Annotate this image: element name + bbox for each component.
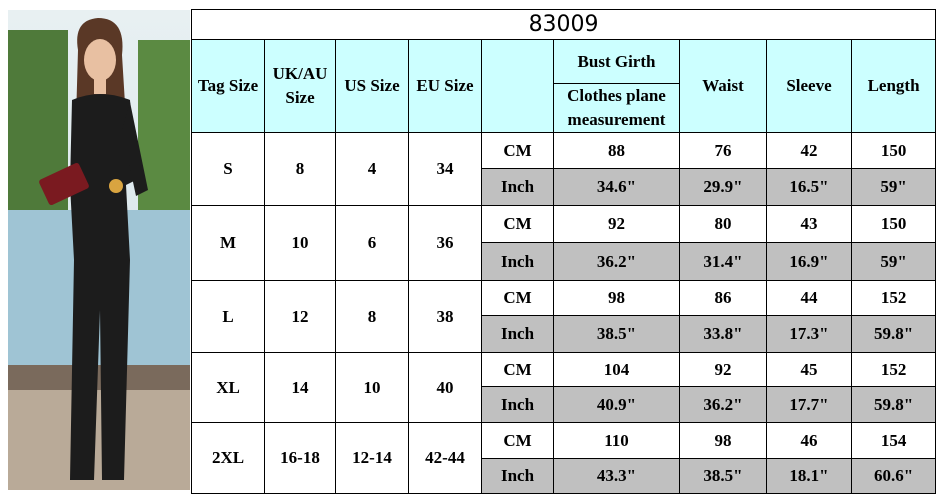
unit-label: CM (481, 132, 554, 169)
bust-note-header: Clothes plane measurement (553, 83, 680, 133)
length-value: 152 (850, 280, 937, 316)
uk-au-size: 16-18 (264, 422, 336, 494)
length-value: 150 (850, 132, 937, 169)
uk-au-size-header: UK/AU Size (264, 39, 336, 133)
table-row: L 12 8 38 CM 98 86 44 152 (191, 280, 937, 353)
waist-value: 80 (679, 205, 767, 243)
length-value: 154 (850, 422, 937, 459)
us-size: 12-14 (335, 422, 409, 494)
eu-size: 42-44 (408, 422, 482, 494)
sleeve-value: 16.5" (766, 168, 852, 206)
uk-au-size: 14 (264, 352, 336, 423)
waist-value: 38.5" (679, 458, 767, 494)
tag-size: S (191, 132, 265, 206)
waist-value: 92 (679, 352, 767, 387)
sleeve-value: 44 (766, 280, 852, 316)
tag-size: XL (191, 352, 265, 423)
length-header: Length (850, 39, 937, 133)
waist-header: Waist (679, 39, 767, 133)
tag-size-header: Tag Size (191, 39, 265, 133)
sleeve-value: 46 (766, 422, 852, 459)
table-row: Inch 40.9" 36.2" 17.7" 59.8" (192, 386, 937, 423)
table-row: Clothes plane measurement (192, 83, 936, 133)
bust-value: 110 (553, 422, 680, 459)
table-row: XL 14 10 40 CM 104 92 45 152 (191, 352, 937, 423)
sleeve-value: 42 (766, 132, 852, 169)
waist-value: 98 (679, 422, 767, 459)
sleeve-value: 43 (766, 205, 852, 243)
length-value: 59" (850, 242, 937, 281)
size-table: 83009 Tag Size UK/AU Size US Size EU Size Bus… (190, 9, 937, 494)
table-row: Tag Size UK/AU Size US Size EU Size Bust Gir… (191, 39, 937, 133)
unit-label: Inch (481, 242, 554, 281)
length-value: 59.8" (850, 386, 937, 423)
eu-size: 40 (408, 352, 482, 423)
bust-girth-header: Bust Girth (553, 39, 680, 84)
length-value: 59.8" (850, 315, 937, 353)
sleeve-header: Sleeve (766, 39, 852, 133)
unit-label: Inch (481, 315, 554, 353)
length-value: 150 (850, 205, 937, 243)
unit-label: CM (481, 280, 554, 316)
sleeve-value: 17.3" (766, 315, 852, 353)
bust-value: 98 (553, 280, 680, 316)
sleeve-value: 17.7" (766, 386, 852, 423)
us-size: 6 (335, 205, 409, 281)
bust-value: 88 (553, 132, 680, 169)
length-value: 59" (850, 168, 937, 206)
eu-size: 38 (408, 280, 482, 353)
us-size: 8 (335, 280, 409, 353)
length-value: 152 (850, 352, 937, 387)
bust-value: 92 (553, 205, 680, 243)
waist-value: 36.2" (679, 386, 767, 423)
unit-header (481, 39, 554, 133)
eu-size: 36 (408, 205, 482, 281)
bust-value: 34.6" (553, 168, 680, 206)
table-row: Inch 34.6" 29.9" 16.5" 59" (192, 168, 937, 206)
table-row: Inch 38.5" 33.8" 17.3" 59.8" (192, 315, 937, 353)
waist-value: 86 (679, 280, 767, 316)
table-row: M 10 6 36 CM 92 80 43 150 (191, 205, 937, 281)
sleeve-value: 18.1" (766, 458, 852, 494)
us-size: 4 (335, 132, 409, 206)
unit-label: Inch (481, 168, 554, 206)
waist-value: 29.9" (679, 168, 767, 206)
unit-label: Inch (481, 386, 554, 423)
waist-value: 31.4" (679, 242, 767, 281)
tag-size: M (191, 205, 265, 281)
sleeve-value: 45 (766, 352, 852, 387)
unit-label: Inch (481, 458, 554, 494)
bust-value: 104 (553, 352, 680, 387)
waist-value: 33.8" (679, 315, 767, 353)
us-size-header: US Size (335, 39, 409, 133)
eu-size-header: EU Size (408, 39, 482, 133)
uk-au-size: 10 (264, 205, 336, 281)
uk-au-size: 8 (264, 132, 336, 206)
table-row: 2XL 16-18 12-14 42-44 CM 110 98 46 154 (191, 422, 937, 494)
us-size: 10 (335, 352, 409, 423)
bust-value: 43.3" (553, 458, 680, 494)
sleeve-value: 16.9" (766, 242, 852, 281)
unit-label: CM (481, 422, 554, 459)
uk-au-size: 12 (264, 280, 336, 353)
eu-size: 34 (408, 132, 482, 206)
waist-value: 76 (679, 132, 767, 169)
table-row: S 8 4 34 CM 88 76 42 150 (191, 132, 937, 206)
model-photo (8, 10, 190, 490)
length-value: 60.6" (850, 458, 937, 494)
table-row: Inch 36.2" 31.4" 16.9" 59" (192, 242, 937, 281)
unit-label: CM (481, 352, 554, 387)
table-title: 83009 (190, 9, 937, 40)
table-row: Inch 43.3" 38.5" 18.1" 60.6" (192, 458, 937, 494)
tag-size: L (191, 280, 265, 353)
unit-label: CM (481, 205, 554, 243)
table-row: 83009 (190, 9, 937, 40)
bust-value: 40.9" (553, 386, 680, 423)
bust-value: 36.2" (553, 242, 680, 281)
tag-size: 2XL (191, 422, 265, 494)
bust-value: 38.5" (553, 315, 680, 353)
